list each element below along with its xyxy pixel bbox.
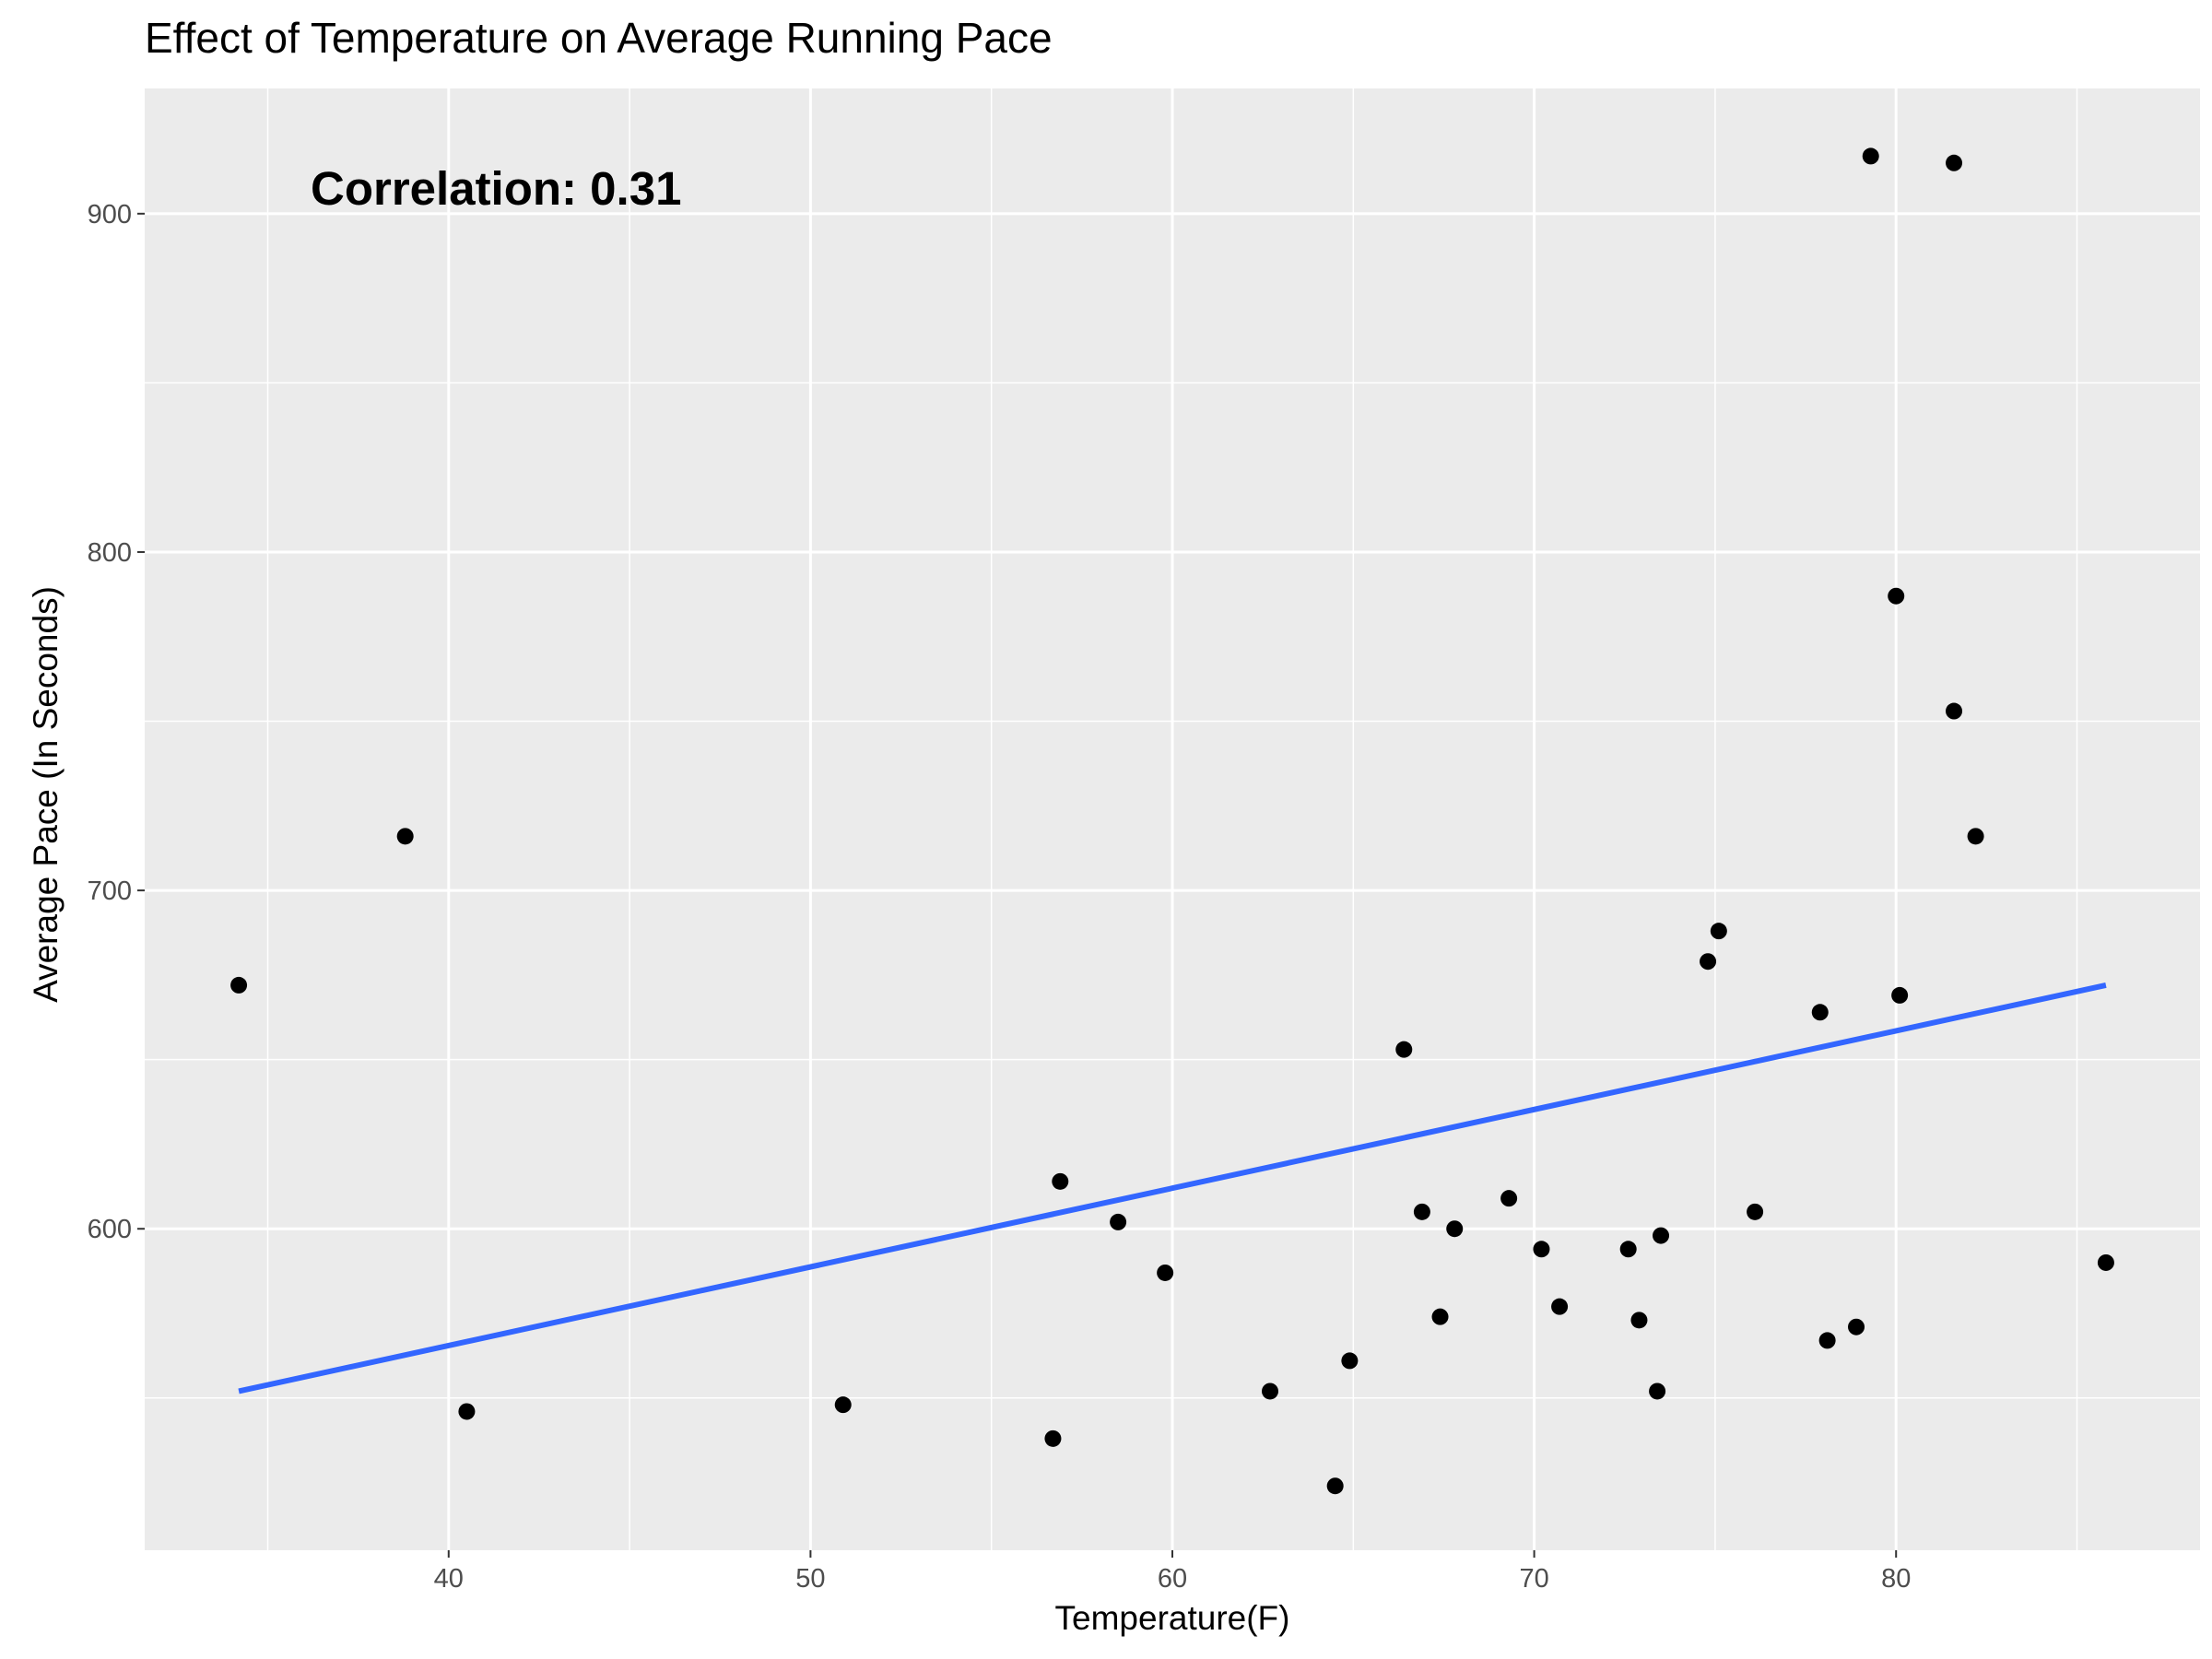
data-point	[1862, 147, 1879, 165]
x-tick-label: 60	[1158, 1564, 1187, 1594]
regression-line	[238, 982, 2107, 1394]
regression-line-layer	[238, 982, 2107, 1394]
data-point	[1326, 1477, 1344, 1495]
data-point	[1891, 986, 1909, 1004]
data-point	[1341, 1352, 1359, 1370]
x-tick-label: 80	[1881, 1564, 1911, 1594]
data-point	[1157, 1264, 1174, 1281]
data-point	[230, 976, 248, 994]
data-point	[1262, 1382, 1279, 1400]
y-tick-label: 600	[88, 1215, 132, 1244]
x-tick-label: 40	[434, 1564, 464, 1594]
data-point	[1500, 1190, 1518, 1207]
data-point	[1888, 587, 1905, 605]
data-point	[1946, 154, 1963, 171]
data-point	[1619, 1241, 1637, 1258]
data-point	[1848, 1318, 1865, 1335]
data-point	[1700, 953, 1717, 971]
y-tick-label: 700	[88, 877, 132, 906]
data-point	[1052, 1172, 1069, 1190]
x-axis-ticks: 40 50 60 70 80	[434, 1550, 1911, 1594]
data-point	[1747, 1203, 1764, 1220]
data-point	[458, 1403, 476, 1420]
data-point	[1044, 1430, 1062, 1447]
major-gridlines	[145, 88, 2200, 1550]
correlation-annotation: Correlation: 0.31	[311, 162, 681, 215]
data-point	[396, 828, 414, 845]
y-axis-ticks: 600 700 800 900	[88, 200, 145, 1244]
data-point	[834, 1396, 852, 1414]
data-point	[1818, 1332, 1836, 1349]
data-point	[1710, 923, 1727, 940]
data-point	[1946, 702, 1963, 720]
x-tick-label: 70	[1519, 1564, 1548, 1594]
data-point	[1533, 1241, 1550, 1258]
data-point	[2097, 1253, 2114, 1271]
data-point	[1395, 1041, 1413, 1058]
y-tick-label: 800	[88, 538, 132, 568]
data-point	[1653, 1227, 1670, 1244]
data-point	[1811, 1004, 1829, 1021]
data-point	[1630, 1312, 1648, 1329]
data-point	[1413, 1203, 1430, 1220]
data-point	[1967, 828, 1984, 845]
y-tick-label: 900	[88, 200, 132, 229]
data-point	[1110, 1213, 1127, 1230]
data-point	[1551, 1298, 1569, 1315]
data-points	[230, 147, 2114, 1495]
data-point	[1431, 1308, 1449, 1325]
x-axis-label: Temperature(F)	[1054, 1599, 1290, 1637]
x-tick-label: 50	[795, 1564, 825, 1594]
chart-title: Effect of Temperature on Average Running…	[145, 14, 1053, 62]
y-axis-label: Average Pace (In Seconds)	[27, 586, 65, 1003]
data-point	[1649, 1382, 1666, 1400]
data-point	[1446, 1220, 1464, 1238]
